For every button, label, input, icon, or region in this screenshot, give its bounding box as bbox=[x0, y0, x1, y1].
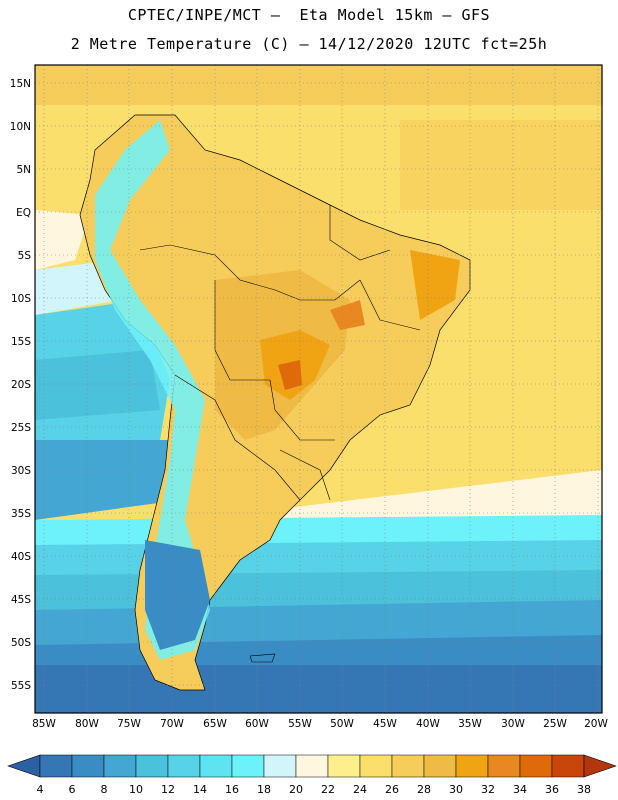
legend-label-32: 32 bbox=[481, 783, 495, 796]
legend-label-28: 28 bbox=[417, 783, 431, 796]
legend-label-8: 8 bbox=[100, 783, 108, 796]
lat-label-55s: 55S bbox=[11, 680, 31, 692]
legend-label-10: 10 bbox=[129, 783, 143, 796]
legend-cell bbox=[103, 754, 137, 778]
lon-label-25w: 25W bbox=[543, 718, 567, 730]
hot-northeast-brazil bbox=[410, 250, 460, 320]
lon-label-75w: 75W bbox=[117, 718, 141, 730]
legend-cell bbox=[487, 754, 521, 778]
legend-cell bbox=[167, 754, 201, 778]
legend-cells bbox=[39, 754, 585, 778]
latitude-axis: 15N 10N 5N EQ 5S 10S 15S 20S 25S 30S 35S… bbox=[10, 78, 32, 692]
map-frame bbox=[34, 64, 603, 714]
lon-label-60w: 60W bbox=[245, 718, 269, 730]
parallel-lines bbox=[35, 82, 602, 686]
ocean-band-12-west bbox=[35, 350, 160, 420]
legend-label-16: 16 bbox=[225, 783, 239, 796]
legend-cell bbox=[359, 754, 393, 778]
lat-label-40s: 40S bbox=[11, 551, 31, 563]
legend-label-30: 30 bbox=[449, 783, 463, 796]
lat-label-10n: 10N bbox=[10, 121, 31, 133]
lon-label-45w: 45W bbox=[373, 718, 397, 730]
lon-label-50w: 50W bbox=[330, 718, 354, 730]
ocean-band-26-east bbox=[400, 120, 602, 210]
lat-label-eq: EQ bbox=[16, 207, 31, 219]
legend-label-6: 6 bbox=[68, 783, 76, 796]
legend-arrow-low bbox=[7, 754, 41, 778]
legend-cell bbox=[263, 754, 297, 778]
legend-arrow-high bbox=[583, 754, 617, 778]
legend-label-36: 36 bbox=[545, 783, 559, 796]
lon-label-80w: 80W bbox=[75, 718, 99, 730]
lat-label-25s: 25S bbox=[11, 422, 31, 434]
longitude-axis: 85W 80W 75W 70W 65W 60W 55W 50W 45W 40W … bbox=[32, 718, 608, 730]
legend-cell bbox=[295, 754, 329, 778]
hot-spot-central-brazil bbox=[330, 300, 365, 330]
legend-cell bbox=[135, 754, 169, 778]
lon-label-20w: 20W bbox=[584, 718, 608, 730]
color-legend-bar bbox=[7, 754, 617, 778]
legend-label-24: 24 bbox=[353, 783, 367, 796]
legend-label-4: 4 bbox=[36, 783, 44, 796]
legend-cell bbox=[231, 754, 265, 778]
legend-label-18: 18 bbox=[257, 783, 271, 796]
legend-cell bbox=[551, 754, 585, 778]
map-title-line-2: 2 Metre Temperature (C) – 14/12/2020 12U… bbox=[70, 35, 548, 53]
lat-label-50s: 50S bbox=[11, 637, 31, 649]
legend-label-22: 22 bbox=[321, 783, 335, 796]
legend-cell bbox=[71, 754, 105, 778]
lon-label-35w: 35W bbox=[458, 718, 482, 730]
lat-label-10s: 10S bbox=[11, 293, 31, 305]
meridian-lines bbox=[43, 65, 599, 713]
legend-cell bbox=[39, 754, 73, 778]
legend-cell bbox=[423, 754, 457, 778]
lon-label-70w: 70W bbox=[160, 718, 184, 730]
lat-label-35s: 35S bbox=[11, 508, 31, 520]
legend-label-20: 20 bbox=[289, 783, 303, 796]
lat-label-15s: 15S bbox=[11, 336, 31, 348]
map-title-line-1: CPTEC/INPE/MCT – Eta Model 15km – GFS bbox=[127, 6, 491, 24]
falkland-islands bbox=[249, 653, 276, 663]
hot-spot-pantanal bbox=[278, 360, 302, 390]
legend-cell bbox=[455, 754, 489, 778]
lon-label-55w: 55W bbox=[288, 718, 312, 730]
lat-label-15n: 15N bbox=[10, 78, 31, 90]
lon-label-85w: 85W bbox=[32, 718, 56, 730]
lat-label-5n: 5N bbox=[16, 164, 31, 176]
lat-label-45s: 45S bbox=[11, 594, 31, 606]
legend-cell bbox=[391, 754, 425, 778]
andes-cold-strip bbox=[95, 120, 210, 660]
temperature-field bbox=[35, 65, 602, 713]
lat-label-30s: 30S bbox=[11, 465, 31, 477]
graticule bbox=[35, 65, 602, 713]
lat-label-5s: 5S bbox=[18, 250, 32, 262]
patagonia-cold-region bbox=[145, 540, 210, 650]
legend-cell bbox=[327, 754, 361, 778]
border-uruguay bbox=[279, 449, 331, 501]
ocean-band-10-west bbox=[35, 440, 180, 520]
ocean-band-26-north bbox=[35, 65, 602, 105]
legend-label-12: 12 bbox=[161, 783, 175, 796]
legend-label-26: 26 bbox=[385, 783, 399, 796]
legend-label-14: 14 bbox=[193, 783, 207, 796]
legend-label-38: 38 bbox=[577, 783, 591, 796]
border-argentina bbox=[174, 374, 301, 501]
legend-cell bbox=[519, 754, 553, 778]
lon-label-30w: 30W bbox=[501, 718, 525, 730]
legend-label-34: 34 bbox=[513, 783, 527, 796]
lon-label-40w: 40W bbox=[416, 718, 440, 730]
border-brazil-states bbox=[359, 279, 421, 331]
legend-cell bbox=[199, 754, 233, 778]
lat-label-20s: 20S bbox=[11, 379, 31, 391]
ocean-band-22-west bbox=[35, 210, 90, 270]
ocean-band-6-south bbox=[35, 665, 602, 713]
border-amazon bbox=[139, 244, 361, 301]
lon-label-65w: 65W bbox=[203, 718, 227, 730]
